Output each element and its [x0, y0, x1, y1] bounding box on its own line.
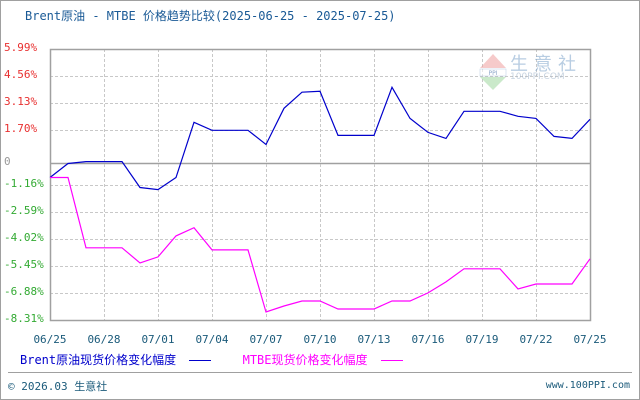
- legend-item-mtbe: MTBE现货价格变化幅度: [243, 353, 403, 367]
- series-line-mtbe: [50, 176, 591, 313]
- chart-legend: Brent原油现货价格变化幅度 MTBE现货价格变化幅度: [20, 351, 403, 368]
- footer-site-link[interactable]: www.100PPI.com: [545, 380, 630, 391]
- svg-text:PPI: PPI: [488, 70, 497, 77]
- ppi-logo-icon: PPI: [479, 54, 507, 90]
- chart-title: Brent原油 - MTBE 价格趋势比较(2025-06-25 - 2025-…: [25, 9, 396, 23]
- y-axis-label: 0: [4, 155, 11, 168]
- y-axis-label: -5.45%: [4, 258, 44, 271]
- legend-swatch-brent: [189, 360, 212, 361]
- y-axis-label: 3.13%: [4, 95, 38, 108]
- x-axis-label: 06/25: [33, 333, 67, 346]
- x-axis-label: 07/13: [357, 333, 391, 346]
- y-axis-label: -8.31%: [4, 312, 44, 325]
- footer-copyright: © 2026.03 生意社: [8, 380, 108, 393]
- legend-item-brent: Brent原油现货价格变化幅度: [20, 353, 219, 367]
- y-axis-label: -1.16%: [4, 177, 44, 190]
- x-axis-label: 07/01: [141, 333, 175, 346]
- watermark-logo: PPI 生意社 100PPI.COM: [478, 52, 576, 96]
- watermark-site: 100PPI.COM: [510, 72, 565, 82]
- series-line-brent: [49, 85, 591, 191]
- y-axis-label: 5.99%: [4, 41, 38, 54]
- y-axis-label: 1.70%: [4, 122, 38, 135]
- x-axis-label: 06/28: [87, 333, 121, 346]
- legend-swatch-mtbe: [380, 360, 403, 361]
- y-axis-label: -6.88%: [4, 285, 44, 298]
- x-axis-label: 07/19: [465, 333, 499, 346]
- x-axis-label: 07/25: [573, 333, 607, 346]
- legend-label-brent: Brent原油现货价格变化幅度: [20, 353, 177, 367]
- x-axis-label: 07/22: [519, 333, 553, 346]
- plot-border: [49, 48, 592, 322]
- x-axis-label: 07/10: [303, 333, 337, 346]
- x-axis-label: 07/16: [411, 333, 445, 346]
- footer-divider: [8, 372, 632, 373]
- y-axis-label: -2.59%: [4, 204, 44, 217]
- y-axis-label: -4.02%: [4, 231, 44, 244]
- watermark-brand: 生意社: [510, 54, 582, 75]
- x-axis-label: 07/07: [249, 333, 283, 346]
- x-axis-label: 07/04: [195, 333, 229, 346]
- legend-label-mtbe: MTBE现货价格变化幅度: [242, 353, 368, 367]
- y-axis-label: 4.56%: [4, 68, 38, 81]
